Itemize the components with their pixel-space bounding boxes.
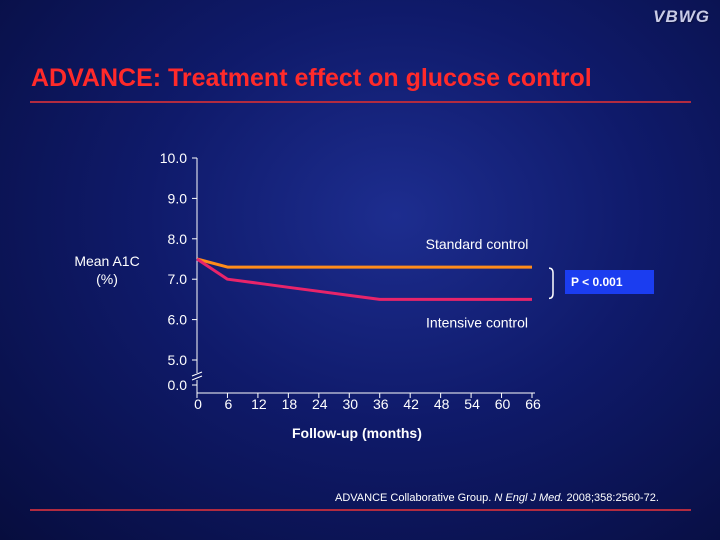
x-tick-label: 36 xyxy=(373,396,389,412)
intensive-control-line xyxy=(196,257,532,301)
x-tick-label: 54 xyxy=(464,396,480,412)
citation-journal: N Engl J Med. xyxy=(494,492,564,504)
slide-title: ADVANCE: Treatment effect on glucose con… xyxy=(31,64,592,92)
x-tick-label: 60 xyxy=(495,396,511,412)
x-tick-label: 48 xyxy=(434,396,450,412)
x-axis-label: Follow-up (months) xyxy=(292,425,422,441)
y-tick-label: 0.0 xyxy=(168,377,188,393)
y-tick-label: 10.0 xyxy=(160,150,187,166)
citation-suffix: 2008;358:2560-72. xyxy=(563,492,659,504)
x-tick-label: 12 xyxy=(251,396,267,412)
intensive-control-label: Intensive control xyxy=(426,314,528,330)
x-tick-label: 0 xyxy=(194,396,202,412)
title-divider xyxy=(30,101,691,103)
citation: ADVANCE Collaborative Group. N Engl J Me… xyxy=(335,492,659,504)
x-tick-label: 24 xyxy=(312,396,328,412)
p-value-badge: P < 0.001 xyxy=(565,270,654,294)
standard-control-line xyxy=(196,257,532,269)
x-tick-label: 6 xyxy=(225,396,233,412)
citation-prefix: ADVANCE Collaborative Group. xyxy=(335,492,495,504)
x-tick-label: 66 xyxy=(525,396,541,412)
y-tick-label: 6.0 xyxy=(168,312,188,328)
vbwg-logo: VBWG xyxy=(653,7,710,26)
y-axis-label: Mean A1C (%) xyxy=(74,253,140,287)
significance-bracket xyxy=(548,267,554,300)
y-tick-label: 5.0 xyxy=(168,352,188,368)
x-tick-label: 42 xyxy=(403,396,419,412)
standard-control-label: Standard control xyxy=(426,236,529,252)
x-tick-label: 18 xyxy=(282,396,298,412)
y-tick-label: 8.0 xyxy=(168,231,188,247)
y-tick-label: 7.0 xyxy=(168,271,188,287)
axis-break-mark xyxy=(191,371,203,377)
footer-divider xyxy=(30,509,691,511)
axis-break-mark xyxy=(191,375,203,381)
y-tick-label: 9.0 xyxy=(168,190,188,206)
x-tick-label: 30 xyxy=(342,396,358,412)
